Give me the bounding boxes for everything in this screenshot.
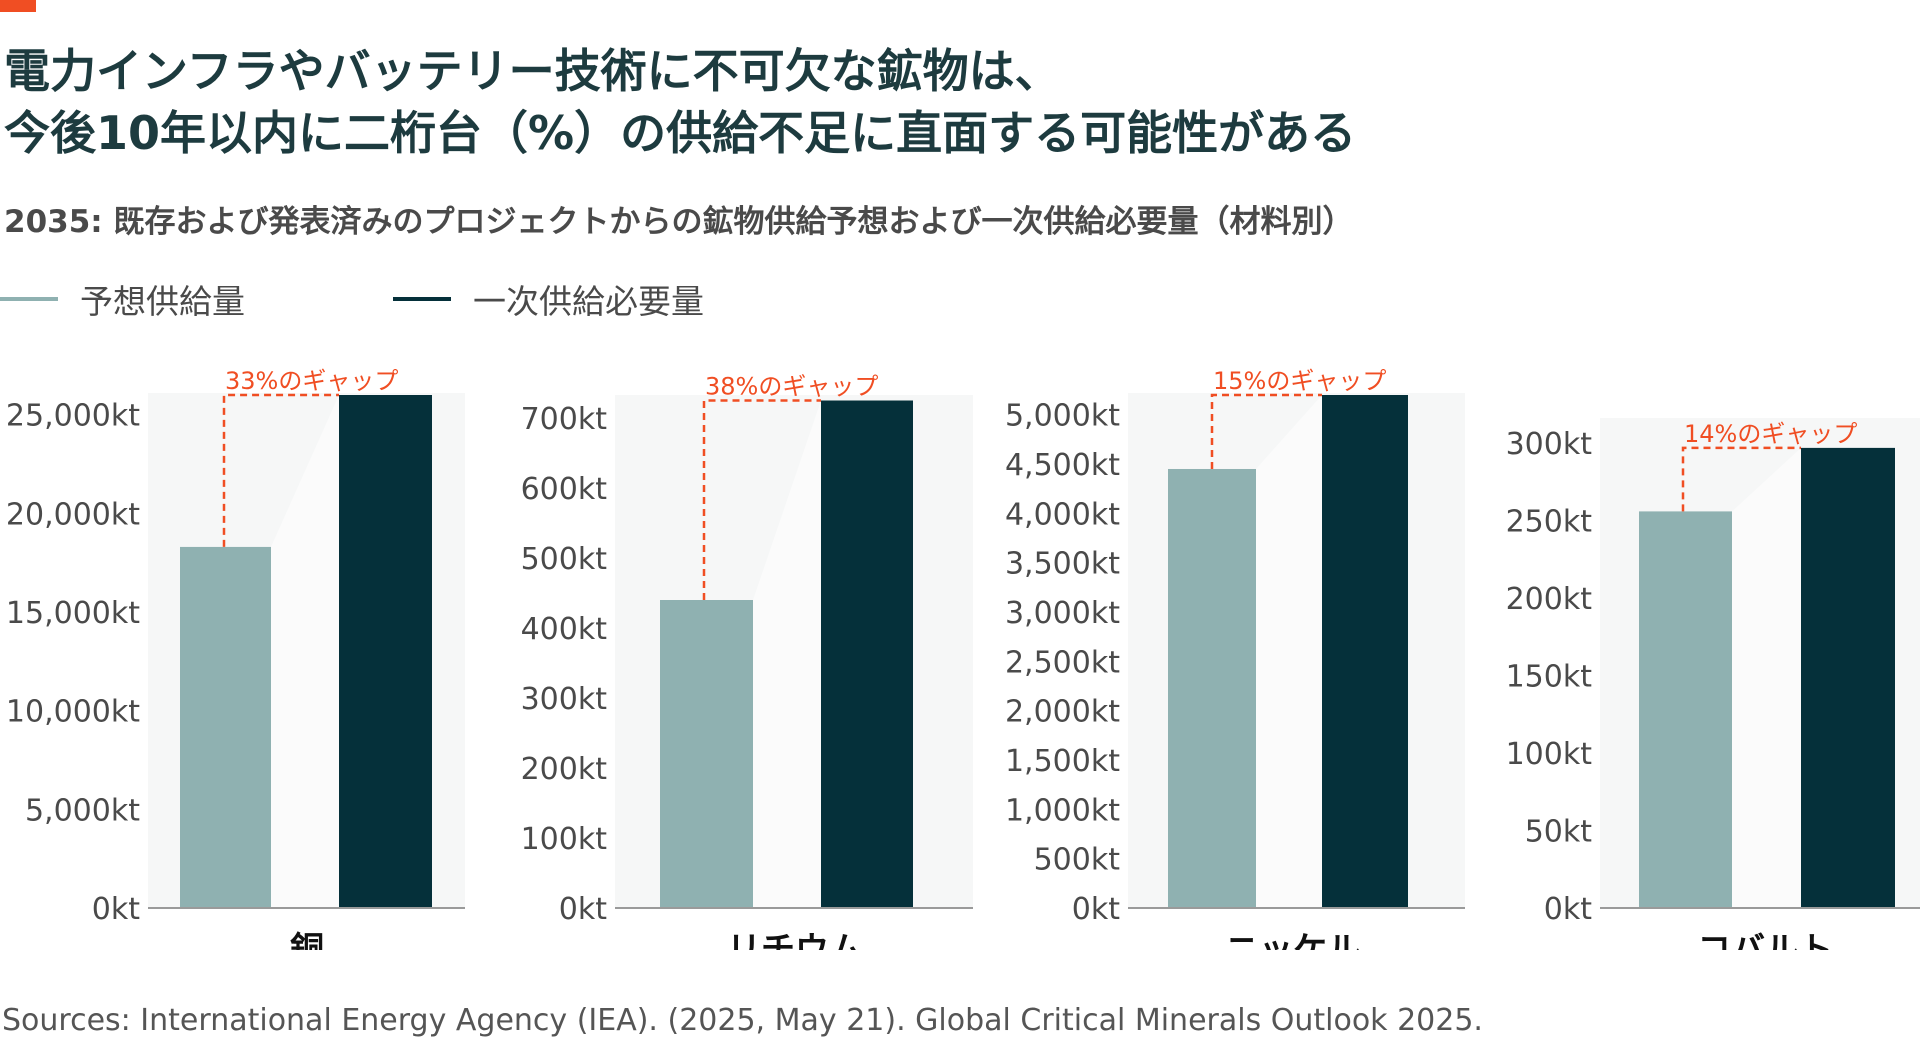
chart-4-connector [1732,447,1801,908]
chart-1-bar-demand [339,395,432,908]
chart-2-bar-demand [821,400,913,908]
chart-2-connector [753,400,821,908]
chart-4-y-tick-label: 50kt [1525,815,1593,850]
charts-area: 0kt 5,000kt 10,000kt 15,000kt 20,000kt 25,000… [6,367,1920,950]
chart-4-gap-label: 14%のギャップ [1684,420,1857,448]
chart-3-bar-supply [1168,468,1256,908]
chart-3-gap-bracket [1210,393,1322,469]
chart-4-y-tick-label: 0kt [1544,892,1592,927]
chart-3-y-tick-label: 4,500kt [1005,448,1120,483]
chart-4-category-label: コバルト [1697,930,1833,950]
chart-2-y-tick-label: 500kt [521,542,608,577]
chart-2-y-tick-label: 300kt [521,682,608,717]
legend-swatch-demand [393,297,451,301]
chart-3-y-tick-label: 2,500kt [1005,645,1120,680]
chart-3-gap-label: 15%のギャップ [1213,367,1386,395]
chart-3-y-tick-label: 2,000kt [1005,695,1120,730]
chart-3-y-tick-label: 4,000kt [1005,497,1120,532]
chart-1-y-tick-label: 0kt [92,892,140,927]
chart-2-gap-bracket [702,399,821,600]
title-line-1: 電力インフラやバッテリー技術に不可欠な鉱物は、 [4,44,1061,98]
chart-3-y-tick-label: 500kt [1034,843,1121,878]
chart-1-gap-label: 33%のギャップ [225,367,398,395]
legend-swatch-supply [0,297,58,301]
chart-3-y-tick-label: 3,500kt [1005,547,1120,582]
chart-1-bar-supply [180,546,271,908]
page-title: 電力インフラやバッテリー技術に不可欠な鉱物は、 今後10年以内に二桁台（%）の供… [4,40,1904,164]
chart-1-y-tick-label: 25,000kt [6,399,140,434]
chart-1-y-tick-label: 10,000kt [6,695,140,730]
legend-label-demand: 一次供給必要量 [473,282,704,321]
chart-3-y-tick-label: 1,500kt [1005,744,1120,779]
chart-2-y-tick-label: 100kt [521,822,608,857]
chart-1-y-tick-label: 5,000kt [25,793,140,828]
legend-item-demand: 一次供給必要量 [393,275,704,323]
chart-3-y-tick-label: 1,000kt [1005,793,1120,828]
chart-4-y-tick-label: 100kt [1506,737,1593,772]
chart-4-y-tick-label: 300kt [1506,427,1593,462]
chart-2-y-tick-label: 600kt [521,472,608,507]
legend-item-supply: 予想供給量 [0,275,245,323]
chart-subtitle: 2035: 既存および発表済みのプロジェクトからの鉱物供給予想および一次供給必要… [4,204,1354,240]
chart-1-category-label: 銅 [290,930,324,950]
chart-1-y-tick-label: 15,000kt [6,596,140,631]
chart-2-y-tick-label: 700kt [521,402,608,437]
chart-2-category-label: リチウム [727,930,863,950]
title-line-2: 今後10年以内に二桁台（%）の供給不足に直面する可能性がある [4,106,1357,160]
chart-3-category-label: ニッケル [1225,930,1361,950]
chart-4-bar-supply [1639,511,1732,908]
chart-4-gap-bracket [1681,446,1801,512]
chart-3-connector [1256,395,1322,908]
accent-bar [0,0,36,12]
chart-2-gap-label: 38%のギャップ [705,373,878,401]
chart-3-y-tick-label: 0kt [1072,892,1120,927]
chart-2-bar-supply [660,600,753,908]
chart-3-bar-demand [1322,395,1408,908]
chart-2-y-tick-label: 200kt [521,752,608,787]
chart-4-y-tick-label: 200kt [1506,582,1593,617]
chart-2-y-tick-label: 0kt [559,892,607,927]
chart-4-y-tick-label: 150kt [1506,660,1593,695]
legend-label-supply: 予想供給量 [80,282,245,321]
chart-1-connector [271,395,339,908]
chart-4-y-tick-label: 250kt [1506,505,1593,540]
chart-1-gap-bracket [222,393,339,547]
chart-1-y-tick-label: 20,000kt [6,497,140,532]
chart-3-y-tick-label: 5,000kt [1005,399,1120,434]
source-note: Sources: International Energy Agency (IE… [2,1003,1483,1038]
chart-4-bar-demand [1801,447,1895,908]
chart-2-y-tick-label: 400kt [521,612,608,647]
chart-3-y-tick-label: 3,000kt [1005,596,1120,631]
